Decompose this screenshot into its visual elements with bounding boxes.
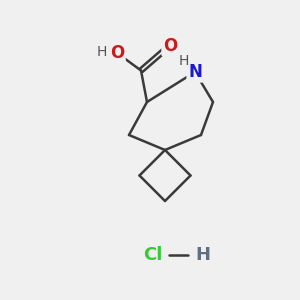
Text: H: H xyxy=(178,54,189,68)
Text: H: H xyxy=(97,46,107,59)
Text: O: O xyxy=(163,37,177,55)
Text: N: N xyxy=(188,63,202,81)
Text: O: O xyxy=(110,44,124,62)
Text: Cl: Cl xyxy=(143,246,163,264)
Text: H: H xyxy=(195,246,210,264)
